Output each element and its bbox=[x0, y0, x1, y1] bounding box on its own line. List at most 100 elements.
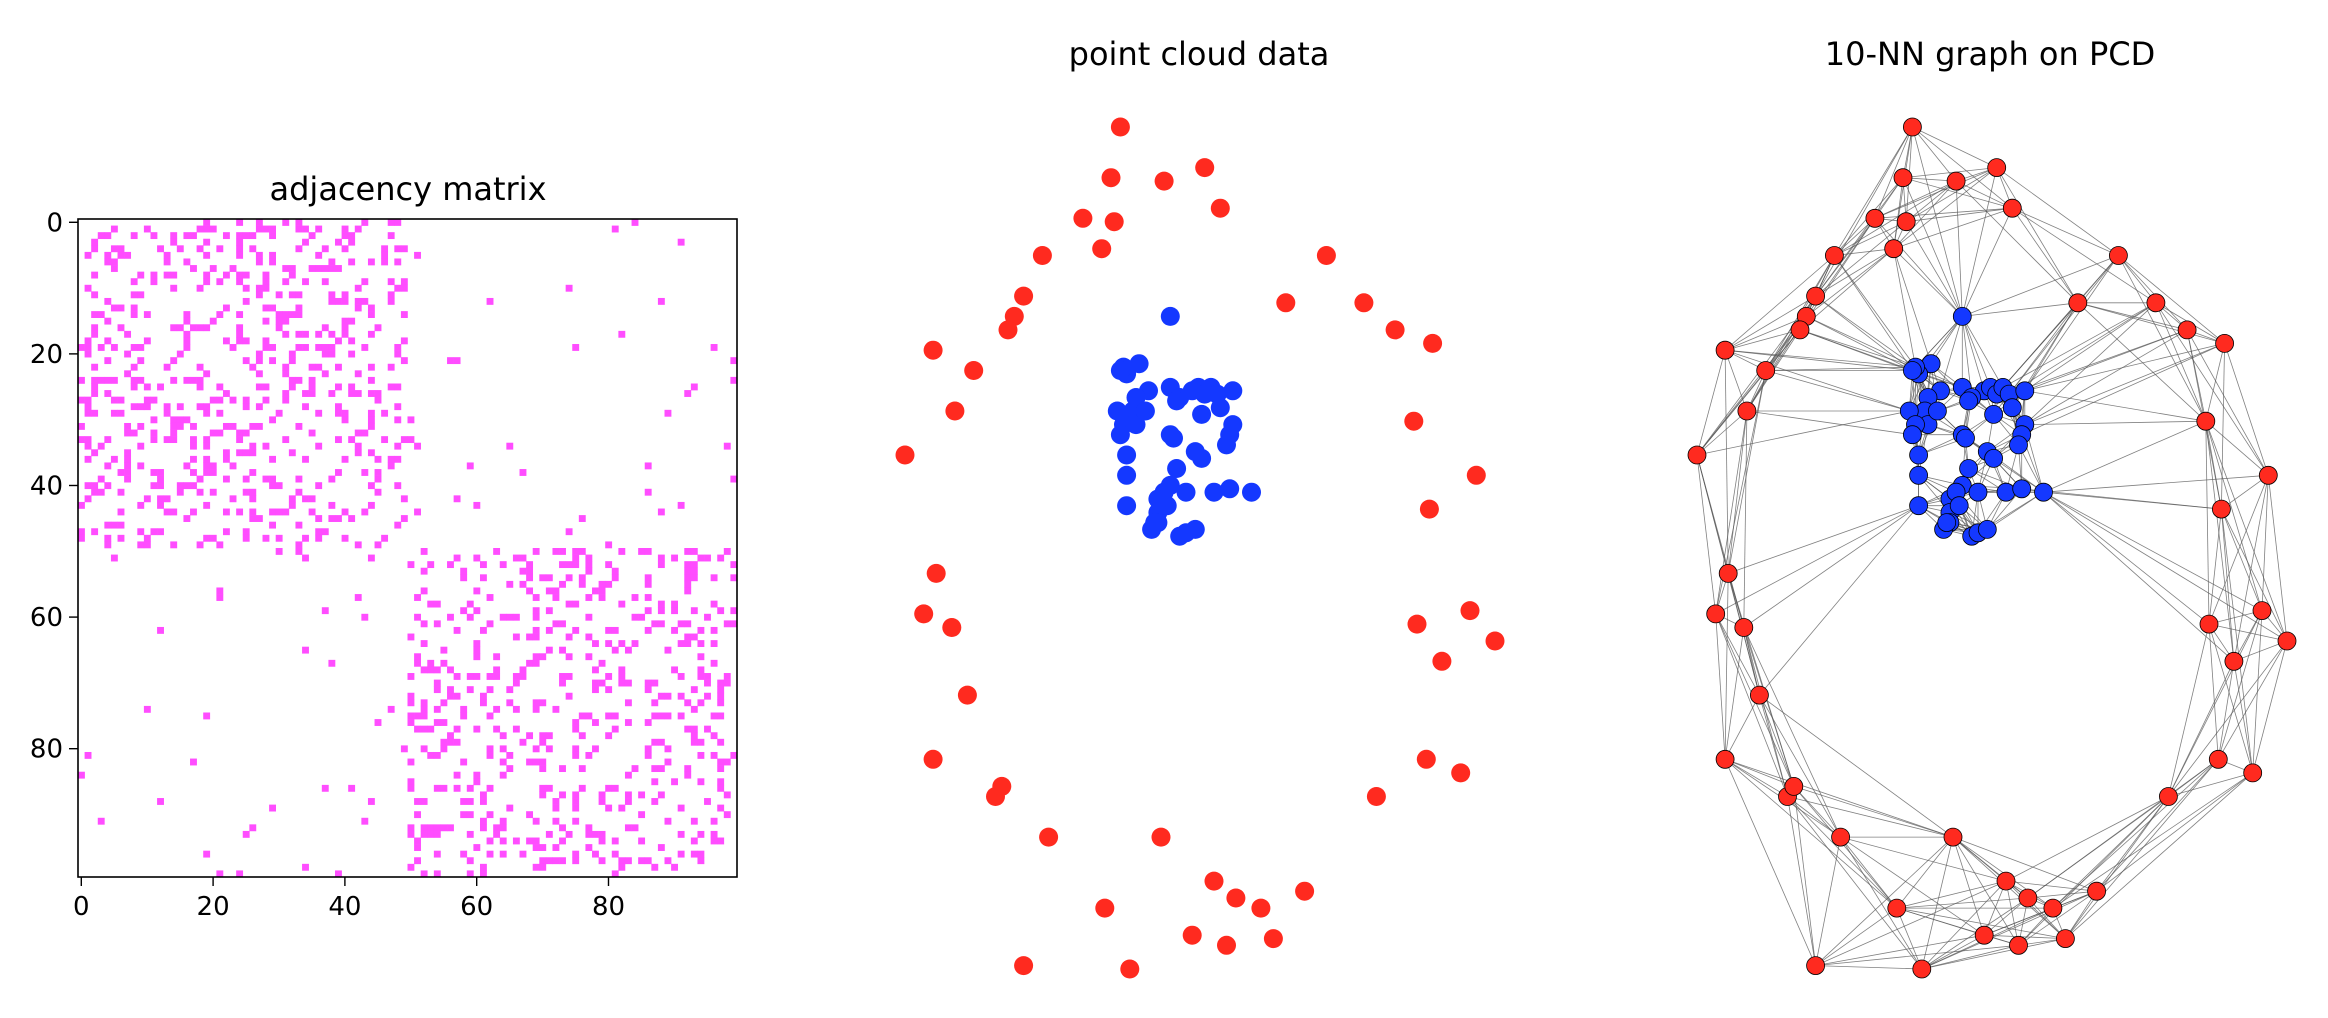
graph-edge bbox=[1724, 350, 1748, 412]
adjacency-cell bbox=[255, 291, 263, 299]
adjacency-cell bbox=[400, 515, 408, 522]
data-point bbox=[1366, 787, 1386, 806]
adjacency-cell bbox=[143, 541, 151, 549]
adjacency-cell bbox=[163, 495, 171, 503]
adjacency-cell bbox=[269, 304, 276, 312]
adjacency-cell bbox=[519, 673, 527, 680]
adjacency-cell bbox=[651, 798, 659, 805]
adjacency-cell bbox=[394, 258, 402, 266]
adjacency-cell bbox=[526, 659, 534, 667]
adjacency-cell bbox=[249, 363, 257, 371]
adjacency-cell bbox=[354, 370, 362, 378]
adjacency-cell bbox=[262, 317, 270, 325]
adjacency-cell bbox=[229, 396, 237, 404]
adjacency-cell bbox=[374, 541, 382, 549]
adjacency-cell bbox=[572, 719, 580, 726]
adjacency-cell bbox=[104, 462, 112, 470]
adjacency-cell bbox=[664, 758, 672, 766]
adjacency-cell bbox=[315, 515, 323, 522]
data-point bbox=[1135, 401, 1155, 421]
graph-edge bbox=[1834, 126, 1913, 256]
adjacency-cell bbox=[466, 870, 474, 878]
adjacency-cell bbox=[486, 594, 494, 601]
adjacency-cell bbox=[598, 587, 606, 595]
adjacency-cell bbox=[348, 383, 356, 391]
adjacency-cell bbox=[157, 501, 164, 509]
adjacency-cell bbox=[499, 758, 507, 766]
adjacency-cell bbox=[684, 699, 692, 707]
graph-node bbox=[2009, 435, 2028, 455]
adjacency-cell bbox=[242, 429, 250, 437]
adjacency-cell bbox=[262, 442, 270, 450]
graph-node bbox=[1706, 604, 1726, 624]
adjacency-cell bbox=[717, 738, 725, 746]
adjacency-cell bbox=[341, 232, 349, 240]
adjacency-cell bbox=[420, 725, 428, 733]
adjacency-cell bbox=[255, 515, 263, 522]
graph-edge bbox=[2220, 343, 2226, 510]
adjacency-cell bbox=[730, 607, 738, 615]
adjacency-cell bbox=[110, 304, 118, 312]
adjacency-cell bbox=[78, 396, 85, 404]
adjacency-cell bbox=[559, 548, 566, 555]
adjacency-cell bbox=[143, 396, 151, 404]
adjacency-cell bbox=[532, 607, 540, 615]
graph-edge bbox=[1902, 177, 2013, 209]
graph-edge bbox=[2012, 207, 2119, 256]
adjacency-cell bbox=[196, 376, 204, 384]
adjacency-cell bbox=[460, 705, 468, 713]
adjacency-cell bbox=[124, 455, 132, 463]
adjacency-cell bbox=[697, 666, 705, 674]
graph-node bbox=[2012, 479, 2032, 499]
graph-node bbox=[1956, 428, 1975, 448]
adjacency-cell bbox=[526, 758, 534, 766]
graph-edge bbox=[1921, 938, 2066, 970]
data-point bbox=[895, 445, 915, 465]
adjacency-cell bbox=[288, 265, 296, 272]
graph-node bbox=[1756, 361, 1776, 380]
adjacency-cell bbox=[414, 857, 421, 865]
adjacency-cell bbox=[704, 554, 711, 562]
graph-node bbox=[1737, 401, 1757, 421]
graph-edge bbox=[1759, 694, 1795, 787]
graph-edge bbox=[1728, 505, 1919, 574]
adjacency-cell bbox=[255, 284, 263, 292]
adjacency-cell bbox=[618, 640, 626, 647]
adjacency-cell bbox=[91, 409, 99, 417]
adjacency-cell bbox=[295, 422, 303, 430]
adjacency-cell bbox=[183, 515, 191, 522]
adjacency-cell bbox=[196, 225, 204, 233]
adjacency-cell bbox=[190, 508, 197, 516]
adjacency-cell bbox=[479, 692, 487, 700]
graph-edge bbox=[2008, 255, 2119, 395]
adjacency-cell bbox=[288, 311, 296, 318]
adjacency-cell bbox=[559, 673, 566, 680]
adjacency-cell bbox=[453, 626, 461, 634]
adjacency-cell bbox=[367, 422, 375, 430]
graph-edge bbox=[2221, 474, 2269, 510]
adjacency-cell bbox=[499, 745, 507, 753]
adjacency-cell bbox=[236, 271, 244, 279]
adjacency-cell bbox=[493, 725, 501, 733]
adjacency-cell bbox=[539, 784, 547, 792]
data-point bbox=[1423, 333, 1443, 353]
adjacency-cell bbox=[203, 442, 211, 450]
adjacency-cell bbox=[209, 265, 217, 272]
adjacency-cell bbox=[269, 804, 276, 812]
adjacency-cell bbox=[407, 692, 415, 700]
adjacency-cell bbox=[479, 798, 487, 805]
data-point bbox=[1120, 959, 1140, 979]
adjacency-cell bbox=[407, 830, 415, 838]
adjacency-cell bbox=[335, 469, 342, 476]
adjacency-cell bbox=[717, 686, 725, 694]
graph-edge bbox=[1787, 796, 1816, 966]
adjacency-cell bbox=[321, 324, 329, 332]
adjacency-cell bbox=[664, 712, 672, 720]
graph-edge bbox=[2208, 624, 2219, 760]
adjacency-cell bbox=[618, 666, 626, 674]
adjacency-cell bbox=[611, 646, 619, 654]
adjacency-cell bbox=[170, 429, 178, 437]
graph-edge bbox=[2221, 508, 2263, 611]
adjacency-cell bbox=[216, 278, 224, 286]
knn-graph-title: 10-NN graph on PCD bbox=[1825, 35, 2155, 73]
